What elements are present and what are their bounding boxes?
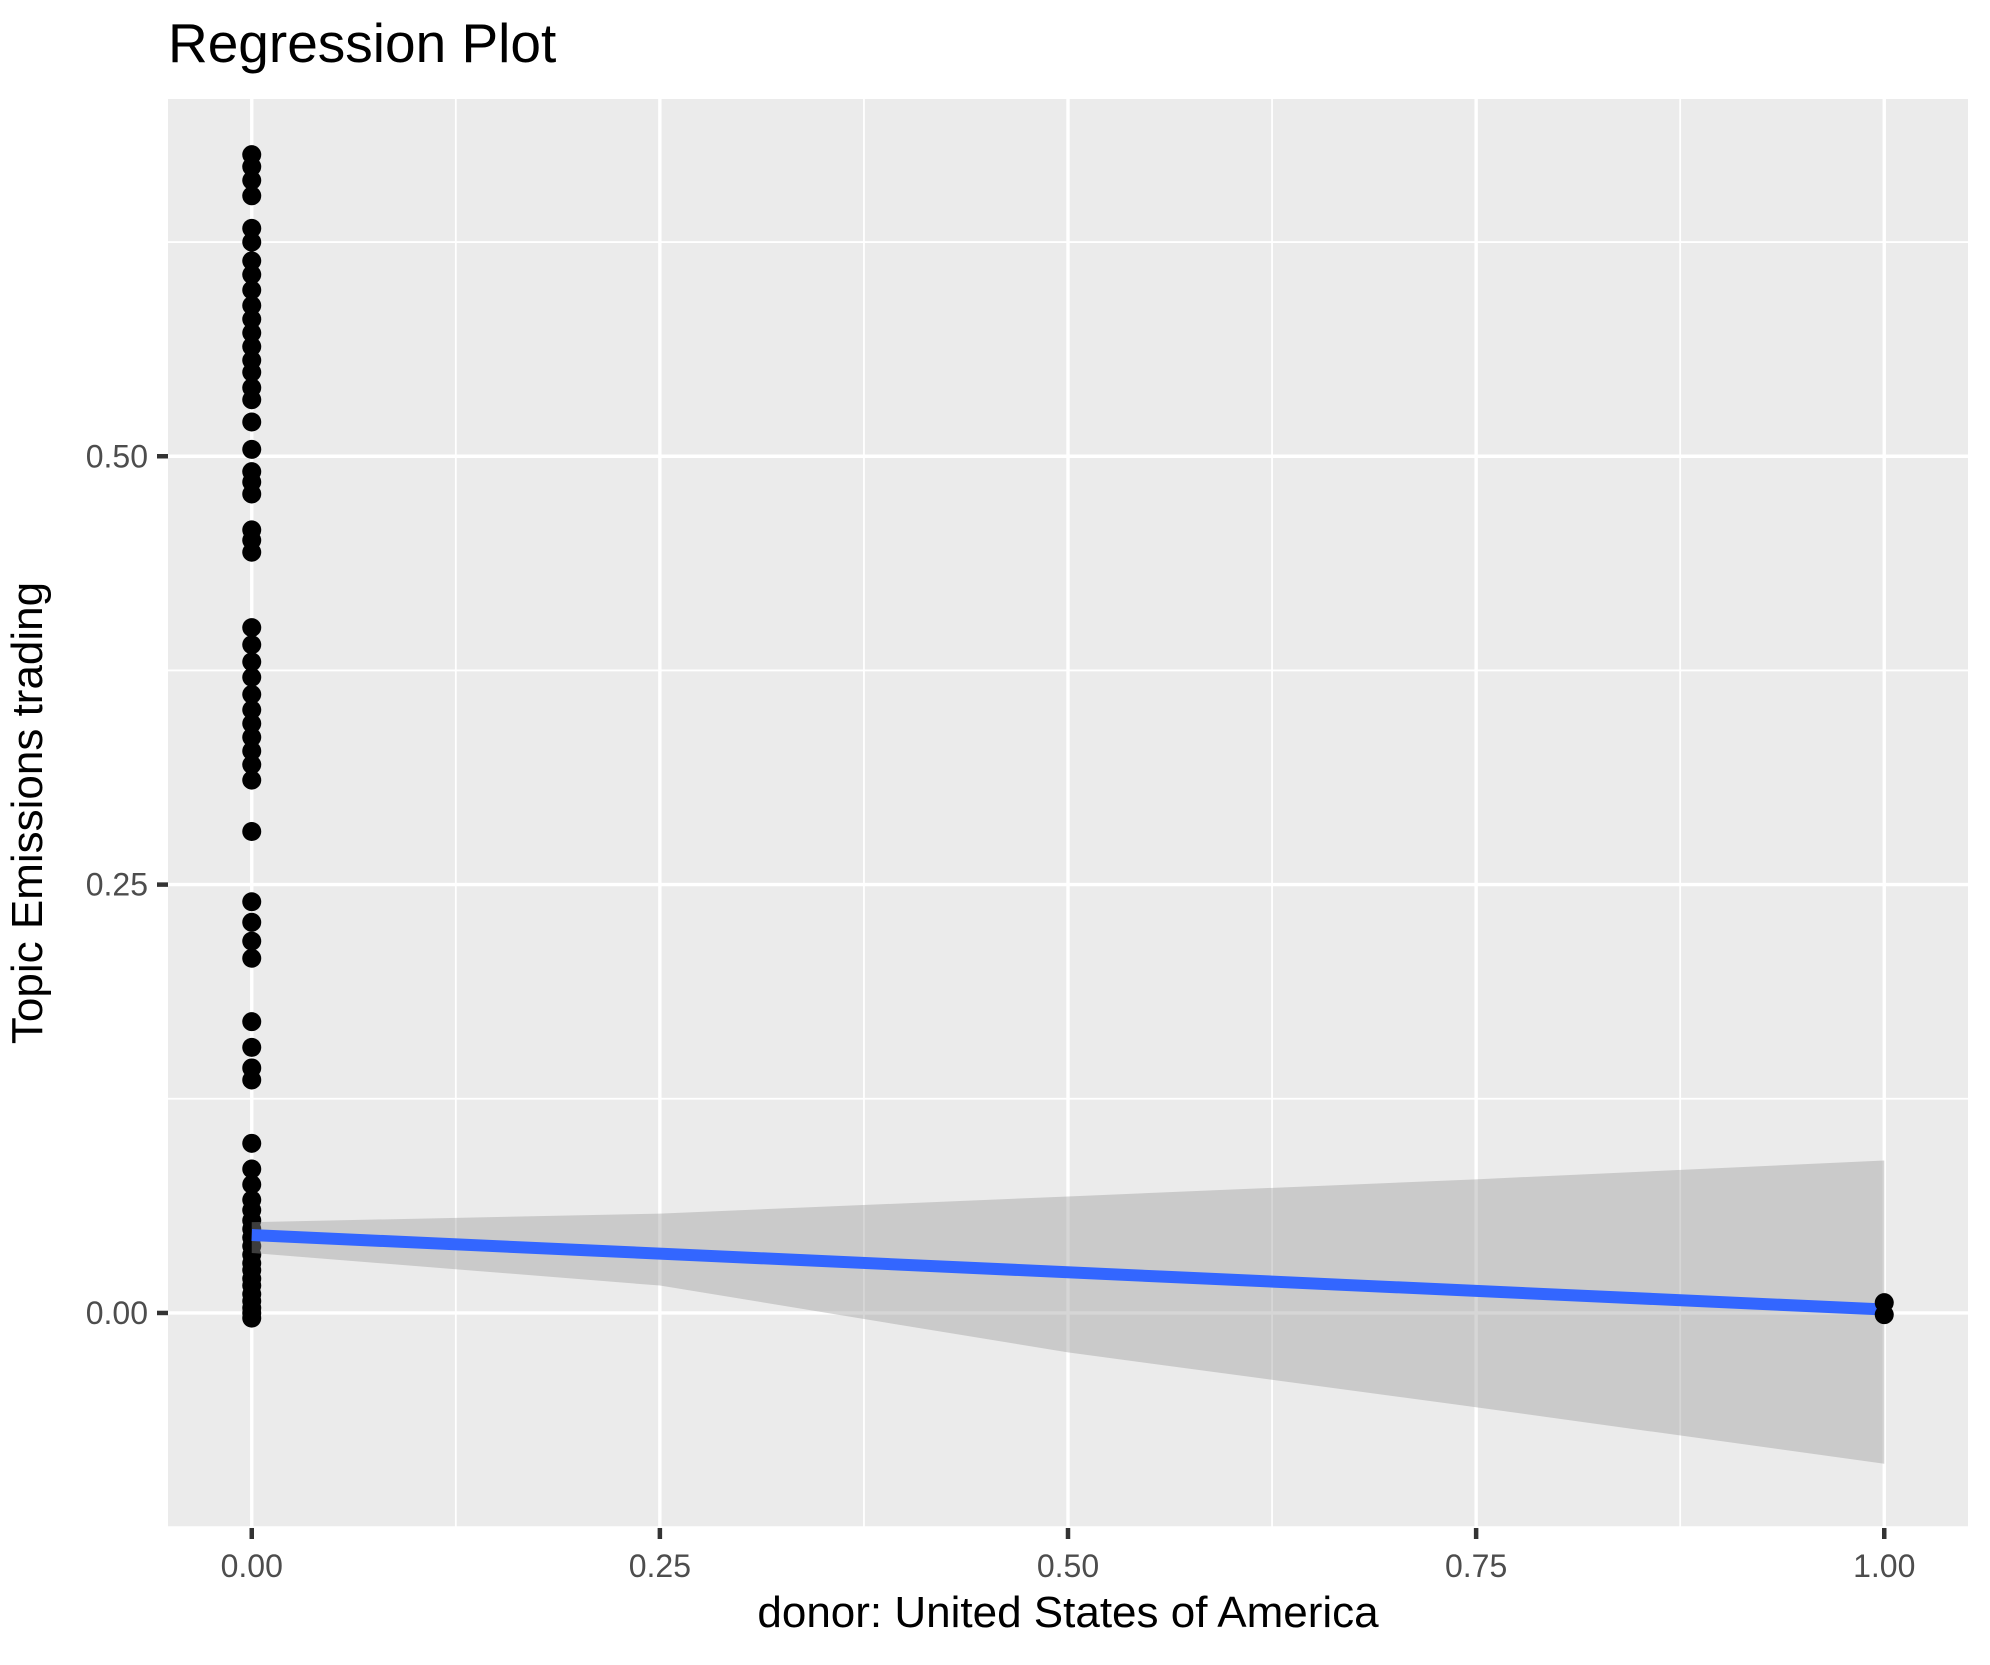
data-point <box>242 323 262 343</box>
data-point <box>242 912 262 932</box>
data-point <box>242 727 262 747</box>
data-point <box>242 667 262 687</box>
data-point <box>242 232 262 252</box>
confidence-band <box>251 1160 1885 1464</box>
data-point <box>242 439 262 459</box>
data-point <box>242 157 262 177</box>
x-tick-label: 0.50 <box>1037 1548 1099 1584</box>
data-point <box>242 1133 262 1153</box>
regression-line <box>251 1229 1885 1316</box>
data-point <box>242 948 262 968</box>
data-point <box>242 170 262 190</box>
scatter-points <box>242 145 262 1328</box>
data-point <box>242 635 262 655</box>
axis-tick-marks <box>157 454 1887 1539</box>
data-point <box>242 337 262 357</box>
data-point <box>242 251 262 271</box>
data-point <box>242 1012 262 1032</box>
data-point <box>242 741 262 761</box>
data-point <box>242 218 262 238</box>
x-tick-label: 0.75 <box>1445 1548 1507 1584</box>
y-tick-label: 0.00 <box>86 1295 148 1331</box>
regression-line-path <box>251 1229 1885 1316</box>
data-point <box>242 684 262 704</box>
data-point <box>242 309 262 329</box>
x-axis-title: donor: United States of America <box>757 1588 1379 1637</box>
data-point <box>242 295 262 315</box>
data-point <box>242 280 262 300</box>
y-tick-label: 0.25 <box>86 867 148 903</box>
data-point <box>242 1159 262 1179</box>
data-point <box>242 1037 262 1057</box>
data-point <box>1874 1305 1894 1325</box>
data-point <box>242 265 262 285</box>
x-tick-label: 0.25 <box>629 1548 691 1584</box>
data-point <box>242 892 262 912</box>
data-point <box>242 618 262 638</box>
plot-title: Regression Plot <box>168 12 556 74</box>
data-point <box>242 484 262 504</box>
x-tick-label: 1.00 <box>1853 1548 1915 1584</box>
data-point <box>242 412 262 432</box>
data-point <box>242 755 262 775</box>
x-tick-label: 0.00 <box>221 1548 283 1584</box>
data-point <box>242 714 262 734</box>
y-axis-title: Topic Emissions trading <box>3 582 52 1044</box>
data-point <box>242 1070 262 1090</box>
data-point <box>242 362 262 382</box>
y-tick-label: 0.50 <box>86 438 148 474</box>
data-point <box>242 652 262 672</box>
data-point <box>242 821 262 841</box>
scatter-points-overlay <box>1874 1293 1894 1325</box>
data-point <box>242 931 262 951</box>
data-point <box>242 390 262 410</box>
axis-tick-labels: 0.00 0.25 0.50 0.75 1.00 0.00 0.25 0.50 <box>86 438 1916 1584</box>
data-point <box>242 542 262 562</box>
data-point <box>242 186 262 206</box>
data-point <box>242 770 262 790</box>
confidence-band-area <box>251 1160 1885 1464</box>
data-point <box>242 1174 262 1194</box>
data-point <box>242 1308 262 1328</box>
data-point <box>242 700 262 720</box>
